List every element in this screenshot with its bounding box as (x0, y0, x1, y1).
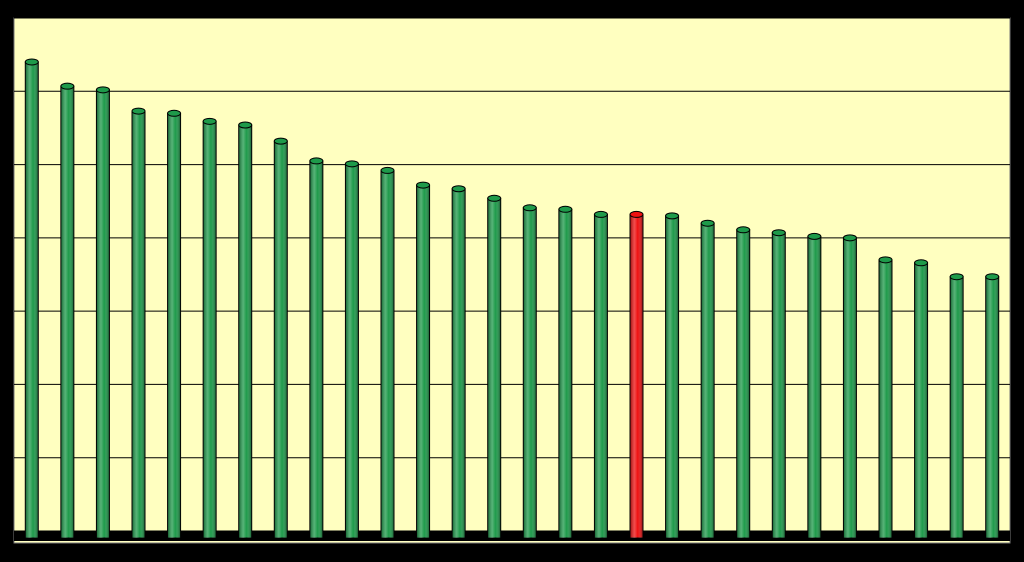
bar-shade (345, 163, 359, 539)
bar-cap (167, 109, 182, 117)
bar-shade (96, 89, 110, 538)
bar-shade (523, 207, 537, 538)
bar-shade (843, 237, 857, 538)
bar-cap (665, 212, 680, 220)
floor (14, 531, 1010, 541)
bar-shade (594, 214, 608, 539)
bar-cap (914, 259, 929, 267)
bar-cap (522, 204, 537, 212)
bar-cap (24, 58, 39, 66)
bar-shade (274, 141, 288, 538)
bar-shade (772, 232, 786, 538)
bar-shade (807, 236, 821, 539)
bar-cap (344, 160, 359, 168)
bar-shade (950, 276, 964, 538)
bar-cap (202, 117, 217, 125)
bar-shade (167, 113, 181, 539)
bar-cap (238, 121, 253, 129)
bar-cap (416, 181, 431, 189)
bar-shade (558, 209, 572, 539)
bar-shade (914, 262, 928, 538)
bar-shade (132, 111, 145, 538)
bar-cap (131, 107, 146, 115)
bar-shade (630, 214, 643, 539)
bar-shade (416, 185, 430, 538)
bar-cap (949, 273, 964, 281)
bar-cap (309, 157, 324, 165)
bar-cap (700, 219, 715, 227)
bar-cap (60, 82, 75, 90)
bar-shade (60, 86, 74, 539)
bar-shade (701, 223, 715, 538)
bar-cap (451, 185, 466, 193)
bar-cap (95, 86, 110, 94)
bar-shade (203, 121, 217, 538)
bar-cap (771, 229, 786, 237)
bar-shade (985, 276, 999, 538)
bar-cap (842, 234, 857, 242)
bar-cap (629, 210, 644, 218)
bar-shade (879, 259, 892, 538)
bar-shade (25, 61, 39, 538)
bar-cap (487, 194, 502, 202)
bar-cap (985, 273, 1000, 281)
plot-area (13, 17, 1011, 544)
bar-shade (452, 188, 466, 538)
bar-shade (487, 198, 501, 539)
bar-shade (736, 229, 750, 538)
bar-cap (380, 166, 395, 174)
bar-cap (558, 205, 573, 213)
bar-shade (309, 160, 323, 538)
bar-cap (878, 256, 893, 264)
bar-shade (665, 215, 679, 538)
bar-cap (593, 210, 608, 218)
bar-cap (807, 232, 822, 240)
bar-shade (238, 124, 252, 539)
bar-cap (273, 137, 288, 145)
bar-cap (736, 226, 751, 234)
bar-shade (381, 170, 394, 539)
